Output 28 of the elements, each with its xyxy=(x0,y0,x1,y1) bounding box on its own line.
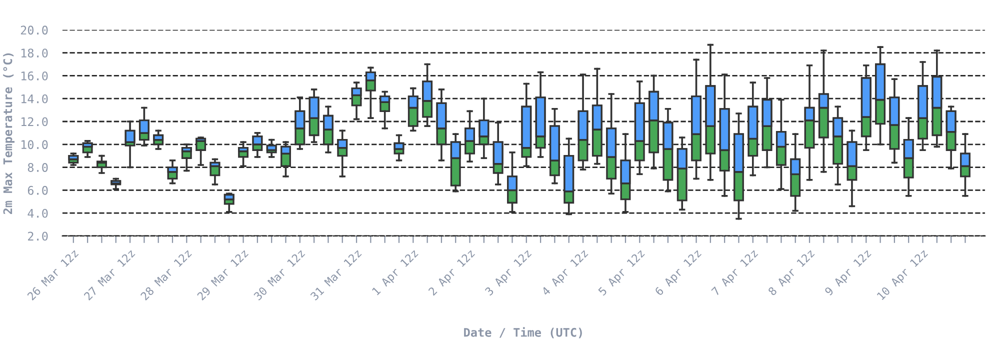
x-tick-label: 9 Apr 12z xyxy=(824,248,874,298)
x-tick-label: 7 Apr 12z xyxy=(711,248,760,298)
x-axis-title: Date / Time (UTC) xyxy=(464,327,582,338)
x-tick-label: 6 Apr 12z xyxy=(654,248,704,298)
y-tick-label: 18.0 xyxy=(21,48,48,58)
y-tick-label: 6.0 xyxy=(28,186,48,195)
x-tick-label: 4 Apr 12z xyxy=(541,248,590,298)
y-tick-label: 8.0 xyxy=(28,163,48,172)
x-tick-label: 30 Mar 12z xyxy=(253,248,306,301)
x-tick-label: 26 Mar 12z xyxy=(26,248,79,301)
x-tick-label: 5 Apr 12z xyxy=(598,248,647,298)
x-tick-label: 31 Mar 12z xyxy=(310,248,362,301)
x-tick-label: 29 Mar 12z xyxy=(196,248,249,301)
y-tick-label: 16.0 xyxy=(21,71,48,80)
y-tick-label: 2.0 xyxy=(28,232,48,241)
y-tick-label: 12.0 xyxy=(21,117,48,126)
y-tick-label: 20.0 xyxy=(20,26,48,35)
x-tick-label: 3 Apr 12z xyxy=(484,248,534,298)
y-tick-label: 14.0 xyxy=(21,94,48,104)
x-tick-label: 27 Mar 12z xyxy=(84,248,136,301)
y-tick-label: 10.0 xyxy=(21,140,48,150)
x-tick-label: 28 Mar 12z xyxy=(140,248,192,301)
x-tick-label: 1 Apr 12z xyxy=(372,248,420,298)
x-tick-label: 10 Apr 12z xyxy=(876,248,930,302)
x-tick-label: 8 Apr 12z xyxy=(768,248,816,298)
y-axis-title: 2m Max Temperature (°C) xyxy=(3,53,14,214)
x-tick-label: 2 Apr 12z xyxy=(428,248,477,298)
y-tick-label: 4.0 xyxy=(28,208,48,218)
